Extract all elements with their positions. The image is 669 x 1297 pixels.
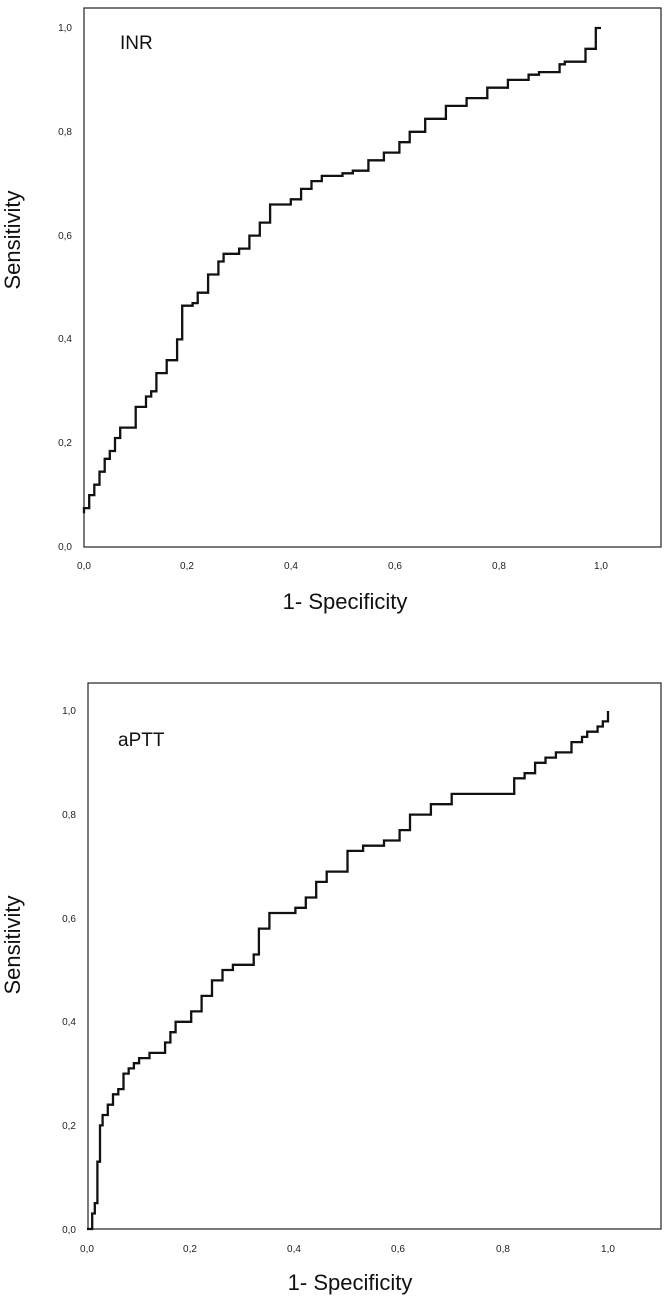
y-tick-label: 0,6 [58, 231, 72, 242]
y-tick-label: 0,8 [58, 127, 72, 138]
y-axis-title: Sensitivity [0, 895, 25, 994]
x-tick-label: 0,0 [80, 1244, 94, 1255]
y-tick-label: 0,2 [62, 1121, 76, 1132]
inr-roc-panel: INR 1,0 0,8 0,6 0,4 0,2 0,0 0,0 0,2 0,4 … [0, 7, 662, 614]
y-tick-label: 0,6 [62, 914, 76, 925]
x-tick-label: 0,8 [492, 561, 506, 572]
y-tick-label: 0,4 [58, 334, 72, 345]
y-tick-label: 0,4 [62, 1017, 76, 1028]
panel-title: aPTT [118, 730, 165, 751]
y-tick-label: 1,0 [62, 706, 76, 717]
panel-title: INR [120, 33, 153, 54]
y-axis-title: Sensitivity [0, 190, 25, 289]
x-tick-label: 1,0 [594, 561, 608, 572]
roc-curve-inr [82, 26, 601, 514]
x-tick-label: 0,6 [391, 1244, 405, 1255]
x-tick-label: 0,2 [183, 1244, 197, 1255]
y-tick-label: 0,0 [62, 1225, 76, 1236]
x-tick-label: 0,4 [287, 1244, 301, 1255]
aptt-roc-panel: aPTT 1,0 0,8 0,6 0,4 0,2 0,0 0,0 0,2 0,4… [0, 682, 662, 1295]
x-tick-label: 0,4 [284, 561, 298, 572]
x-axis-title: 1- Specificity [283, 589, 408, 614]
y-tick-label: 0,8 [62, 810, 76, 821]
x-tick-label: 1,0 [601, 1244, 615, 1255]
x-tick-label: 0,8 [496, 1244, 510, 1255]
y-tick-label: 0,0 [58, 542, 72, 553]
x-tick-label: 0,0 [77, 561, 91, 572]
plot-frame [87, 682, 662, 1230]
x-tick-label: 0,2 [180, 561, 194, 572]
roc-curve-aptt [87, 711, 610, 1231]
x-tick-label: 0,6 [388, 561, 402, 572]
y-tick-label: 1,0 [58, 23, 72, 34]
x-axis-title: 1- Specificity [288, 1270, 413, 1295]
plot-frame [83, 7, 662, 548]
y-tick-label: 0,2 [58, 438, 72, 449]
